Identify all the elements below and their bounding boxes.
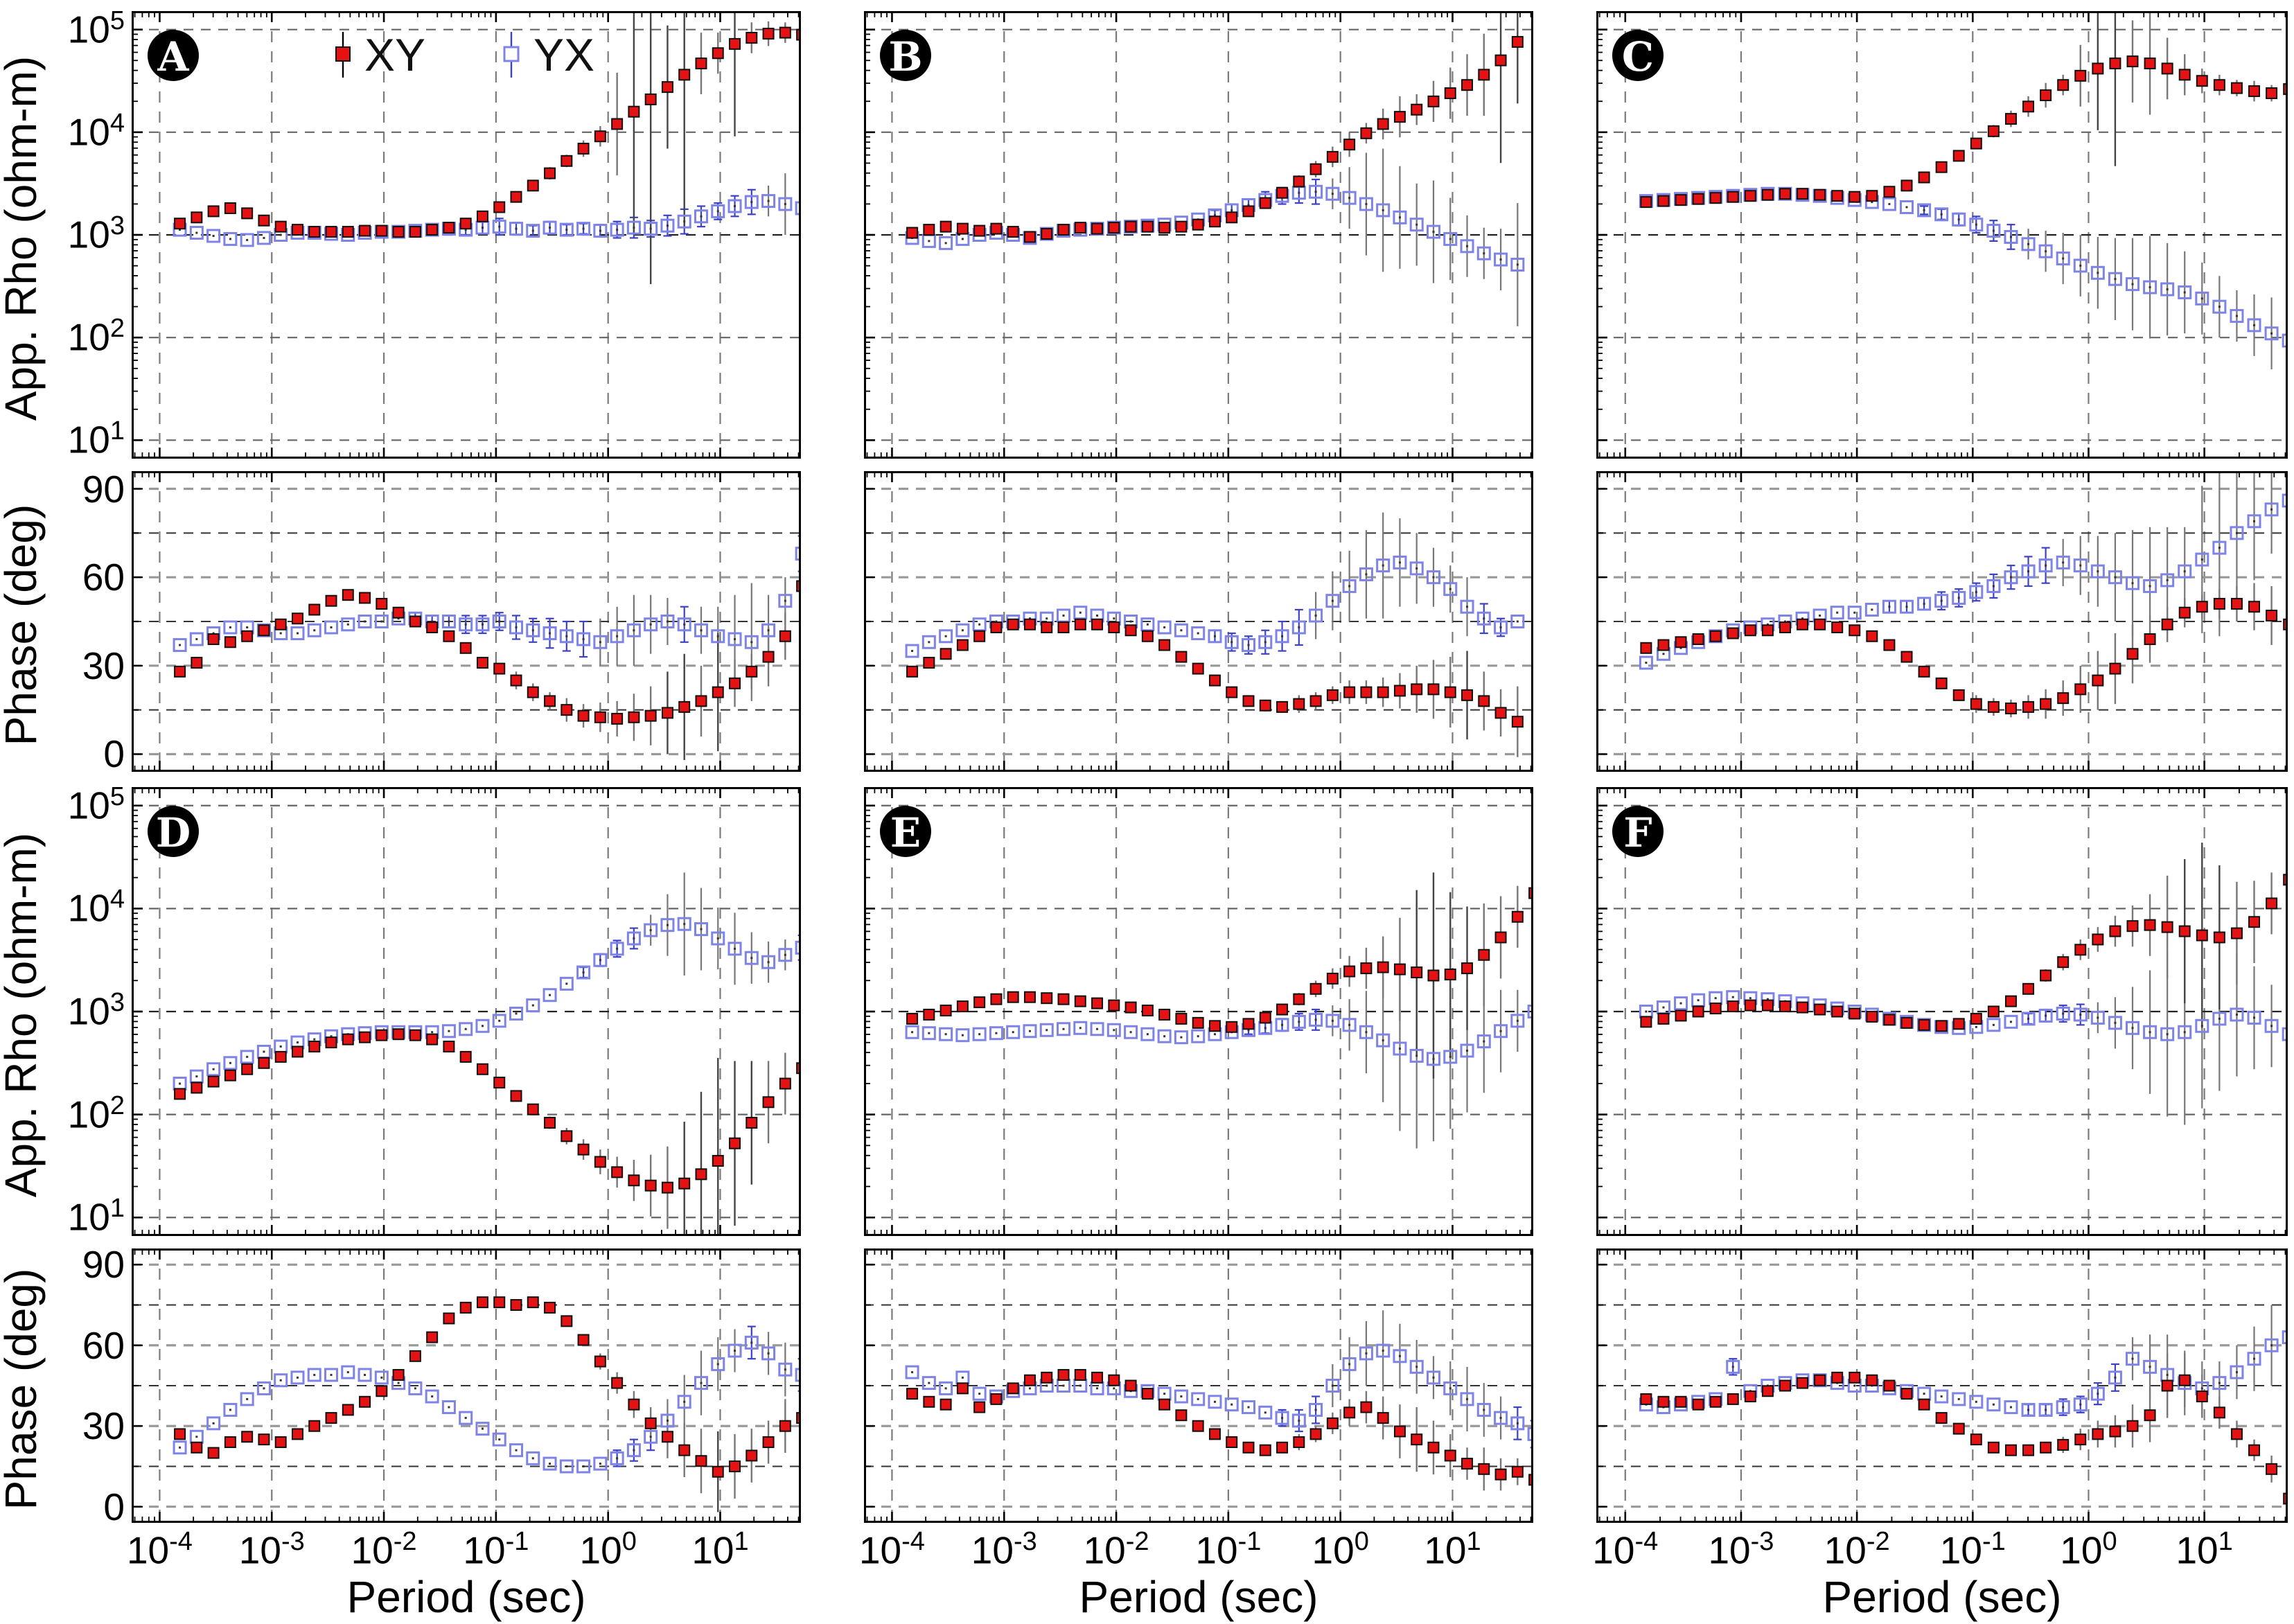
y-tick-label-phase: 60 (82, 1323, 125, 1367)
x-tick-label: 100 (579, 1527, 637, 1572)
y-tick-label-rho: 102 (67, 314, 125, 359)
svg-text:C: C (1622, 33, 1654, 80)
panel-E-phase (864, 1248, 1533, 1523)
x-tick-label: 10-2 (351, 1527, 417, 1572)
panel-F-phase (1596, 1248, 2288, 1523)
legend-yx-label: YX (533, 29, 594, 80)
x-tick-label: 10-4 (858, 1527, 925, 1572)
y-tick-label-phase: 0 (103, 1485, 125, 1528)
x-tick-label: 10-4 (1592, 1527, 1659, 1572)
y-tick-label-phase: 60 (82, 556, 125, 599)
x-tick-label: 10-4 (126, 1527, 193, 1572)
y-tick-label-phase: 30 (82, 1404, 125, 1448)
x-tick-label: 10-1 (463, 1527, 529, 1572)
x-tick-label: 101 (2176, 1527, 2233, 1572)
y-tick-label-phase: 90 (82, 1243, 125, 1287)
y-tick-label-rho: 103 (67, 211, 125, 256)
x-axis-title-col-b: Period (sec) (1079, 1572, 1318, 1622)
y-tick-label-rho: 105 (67, 6, 125, 51)
x-tick-label: 10-3 (1708, 1527, 1774, 1572)
x-tick-label: 10-2 (1824, 1527, 1890, 1572)
panel-D-phase (132, 1248, 801, 1523)
panel-D-rho: D (132, 787, 801, 1236)
y-tick-label-rho: 101 (67, 1194, 125, 1239)
panel-F-rho: F (1596, 787, 2288, 1236)
y-axis-title-rho-top: App. Rho (ohm-m) (0, 55, 46, 421)
panel-B-rho: B (864, 11, 1533, 459)
x-tick-label: 10-2 (1083, 1527, 1149, 1572)
x-tick-label: 100 (2060, 1527, 2117, 1572)
svg-text:F: F (1623, 809, 1652, 856)
y-tick-label-phase: 30 (82, 644, 125, 687)
x-tick-label: 10-1 (1939, 1527, 2006, 1572)
svg-text:E: E (890, 809, 921, 856)
x-axis-title-col-c: Period (sec) (1822, 1572, 2062, 1622)
x-tick-label: 10-3 (971, 1527, 1037, 1572)
y-tick-label-phase: 90 (82, 467, 125, 511)
panel-A-rho: A XY YX (132, 11, 801, 459)
y-axis-title-rho-bottom: App. Rho (ohm-m) (0, 832, 46, 1198)
y-tick-label-rho: 104 (67, 108, 125, 154)
x-tick-label: 101 (691, 1527, 749, 1572)
y-tick-label-phase: 0 (103, 732, 125, 776)
y-tick-label-rho: 101 (67, 416, 125, 461)
panel-B-phase (864, 471, 1533, 772)
y-tick-label-rho: 102 (67, 1091, 125, 1136)
panel-C-rho: C (1596, 11, 2288, 459)
x-tick-label: 100 (1312, 1527, 1369, 1572)
panel-C-phase (1596, 471, 2288, 772)
x-tick-label: 10-3 (238, 1527, 305, 1572)
x-tick-label: 10-1 (1195, 1527, 1262, 1572)
svg-text:A: A (157, 33, 189, 80)
svg-text:D: D (156, 809, 191, 856)
y-tick-label-rho: 105 (67, 782, 125, 827)
legend-xy-label: XY (364, 29, 425, 80)
svg-text:B: B (888, 33, 922, 80)
y-axis-title-phase-bottom: Phase (deg) (0, 1268, 46, 1510)
x-tick-label: 101 (1424, 1527, 1481, 1572)
x-axis-title-col-a: Period (sec) (346, 1572, 586, 1622)
y-tick-label-rho: 103 (67, 988, 125, 1033)
panel-E-rho: E (864, 787, 1533, 1236)
panel-A-phase (132, 471, 801, 772)
y-axis-title-phase-top: Phase (deg) (0, 504, 46, 746)
y-tick-label-rho: 104 (67, 885, 125, 930)
